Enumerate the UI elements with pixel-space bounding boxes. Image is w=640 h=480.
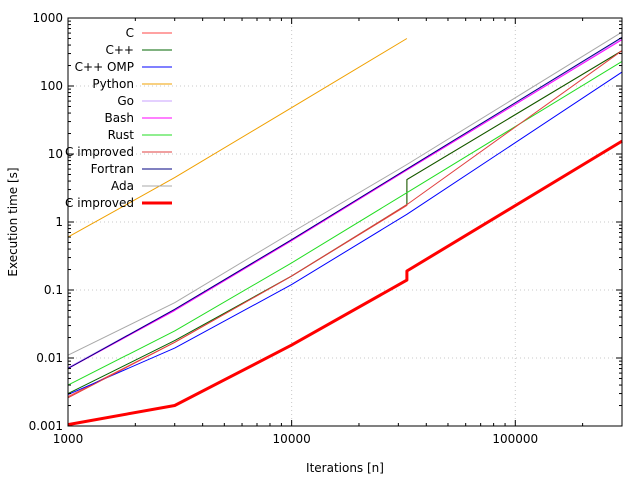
x-tick-label: 100000 — [492, 432, 538, 446]
series-line-10 — [67, 139, 623, 427]
x-tick-label: 10000 — [273, 432, 311, 446]
legend-label: Ada — [111, 179, 134, 193]
legend-label: C++ OMP — [75, 60, 134, 74]
y-tick-label: 0.001 — [29, 419, 63, 433]
series-line-7 — [67, 50, 623, 399]
legend-label: Bash — [105, 111, 134, 125]
y-tick-label: 1 — [55, 215, 63, 229]
y-tick-label: 1000 — [32, 11, 63, 25]
y-tick-label: 0.01 — [36, 351, 63, 365]
y-tick-label: 10 — [48, 147, 63, 161]
y-tick-label: 0.1 — [44, 283, 63, 297]
series-line-5 — [67, 39, 623, 369]
axis-ticks: 1000 10000 100000 0.001 0.01 0.1 1 10 100 1000 — [29, 11, 623, 446]
legend-label: Fortran — [91, 162, 134, 176]
legend-label: C++ — [106, 43, 135, 57]
legend-label: Python — [92, 77, 134, 91]
y-axis-label: Execution time [s] — [6, 167, 20, 276]
series-line-8 — [67, 36, 623, 369]
grid — [68, 18, 622, 426]
series-line-2 — [67, 71, 623, 396]
legend-label: C — [126, 26, 134, 40]
series-line-3 — [67, 38, 408, 238]
legend-label: C improved — [65, 196, 134, 210]
series-line-9 — [67, 31, 623, 356]
legend-label: Go — [117, 94, 134, 108]
legend: C C++ C++ OMP Python Go Bash Rust C improved For… — [65, 26, 172, 210]
x-axis-label: Iterations [n] — [306, 461, 384, 475]
series-lines — [67, 31, 623, 427]
y-tick-label: 100 — [40, 79, 63, 93]
series-line-6 — [67, 60, 623, 386]
x-tick-label: 1000 — [53, 432, 84, 446]
legend-label: C improved — [65, 145, 134, 159]
legend-label: Rust — [108, 128, 135, 142]
series-line-0 — [67, 50, 623, 398]
